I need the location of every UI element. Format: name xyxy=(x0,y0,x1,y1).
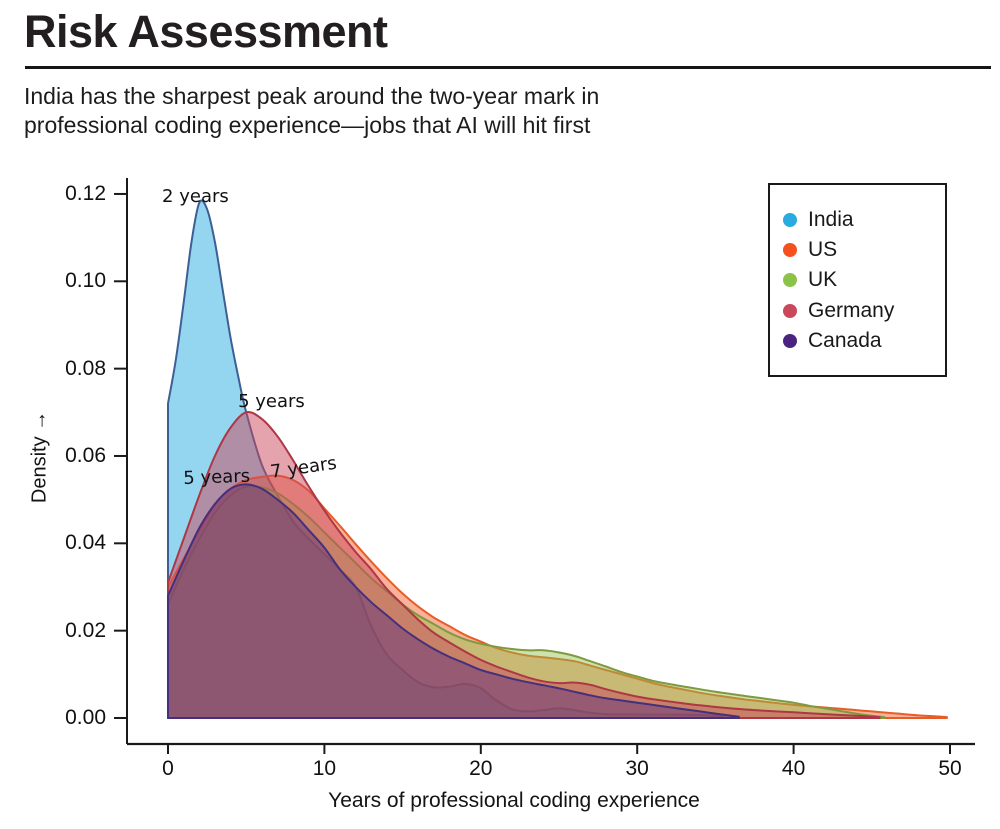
x-tick-label: 40 xyxy=(781,757,806,780)
legend-item-label: Canada xyxy=(808,328,882,352)
y-tick-label: 0.00 xyxy=(65,706,106,729)
y-tick-label: 0.08 xyxy=(65,356,106,380)
legend-dot-icon xyxy=(783,303,797,318)
x-tick-label: 30 xyxy=(625,757,649,780)
y-tick-label: 0.02 xyxy=(65,618,106,642)
legend-item-germany: Germany xyxy=(783,296,945,326)
page-title: Risk Assessment xyxy=(24,6,388,57)
peak-annotation: 5 years xyxy=(238,390,305,412)
x-tick-label: 0 xyxy=(162,757,174,780)
legend-item-label: UK xyxy=(808,268,838,292)
legend: India US UK Germany Canada xyxy=(768,183,947,377)
subtitle-line-2: professional coding experience—jobs that… xyxy=(24,112,591,138)
legend-dot-icon xyxy=(783,273,797,288)
x-tick-label: 20 xyxy=(469,757,493,780)
y-tick-label: 0.12 xyxy=(65,181,106,205)
y-tick-label: 0.04 xyxy=(65,531,106,555)
kde-area-germany xyxy=(167,411,881,719)
legend-item-uk: UK xyxy=(783,265,945,295)
subtitle-line-1: India has the sharpest peak around the t… xyxy=(24,83,600,109)
legend-item-label: Germany xyxy=(808,298,895,322)
legend-item-label: India xyxy=(808,208,854,232)
chart-subtitle: India has the sharpest peak around the t… xyxy=(24,82,599,140)
legend-item-label: US xyxy=(808,238,838,262)
x-tick-label: 50 xyxy=(938,757,962,780)
legend-dot-icon xyxy=(783,243,797,258)
legend-item-canada: Canada xyxy=(783,326,945,356)
legend-dot-icon xyxy=(783,213,797,228)
peak-annotation: 5 years xyxy=(183,465,251,490)
legend-dot-icon xyxy=(783,333,797,348)
y-tick-label: 0.06 xyxy=(65,443,106,467)
legend-item-us: US xyxy=(783,235,945,265)
legend-item-india: India xyxy=(783,205,945,235)
y-tick-label: 0.10 xyxy=(65,269,106,293)
kde-area-canada xyxy=(167,483,740,719)
y-axis-label: Density → xyxy=(28,410,51,504)
x-axis-label: Years of professional coding experience xyxy=(328,789,700,812)
peak-annotation: 2 years xyxy=(162,186,229,208)
x-tick-label: 10 xyxy=(312,757,337,780)
title-divider xyxy=(25,66,991,69)
